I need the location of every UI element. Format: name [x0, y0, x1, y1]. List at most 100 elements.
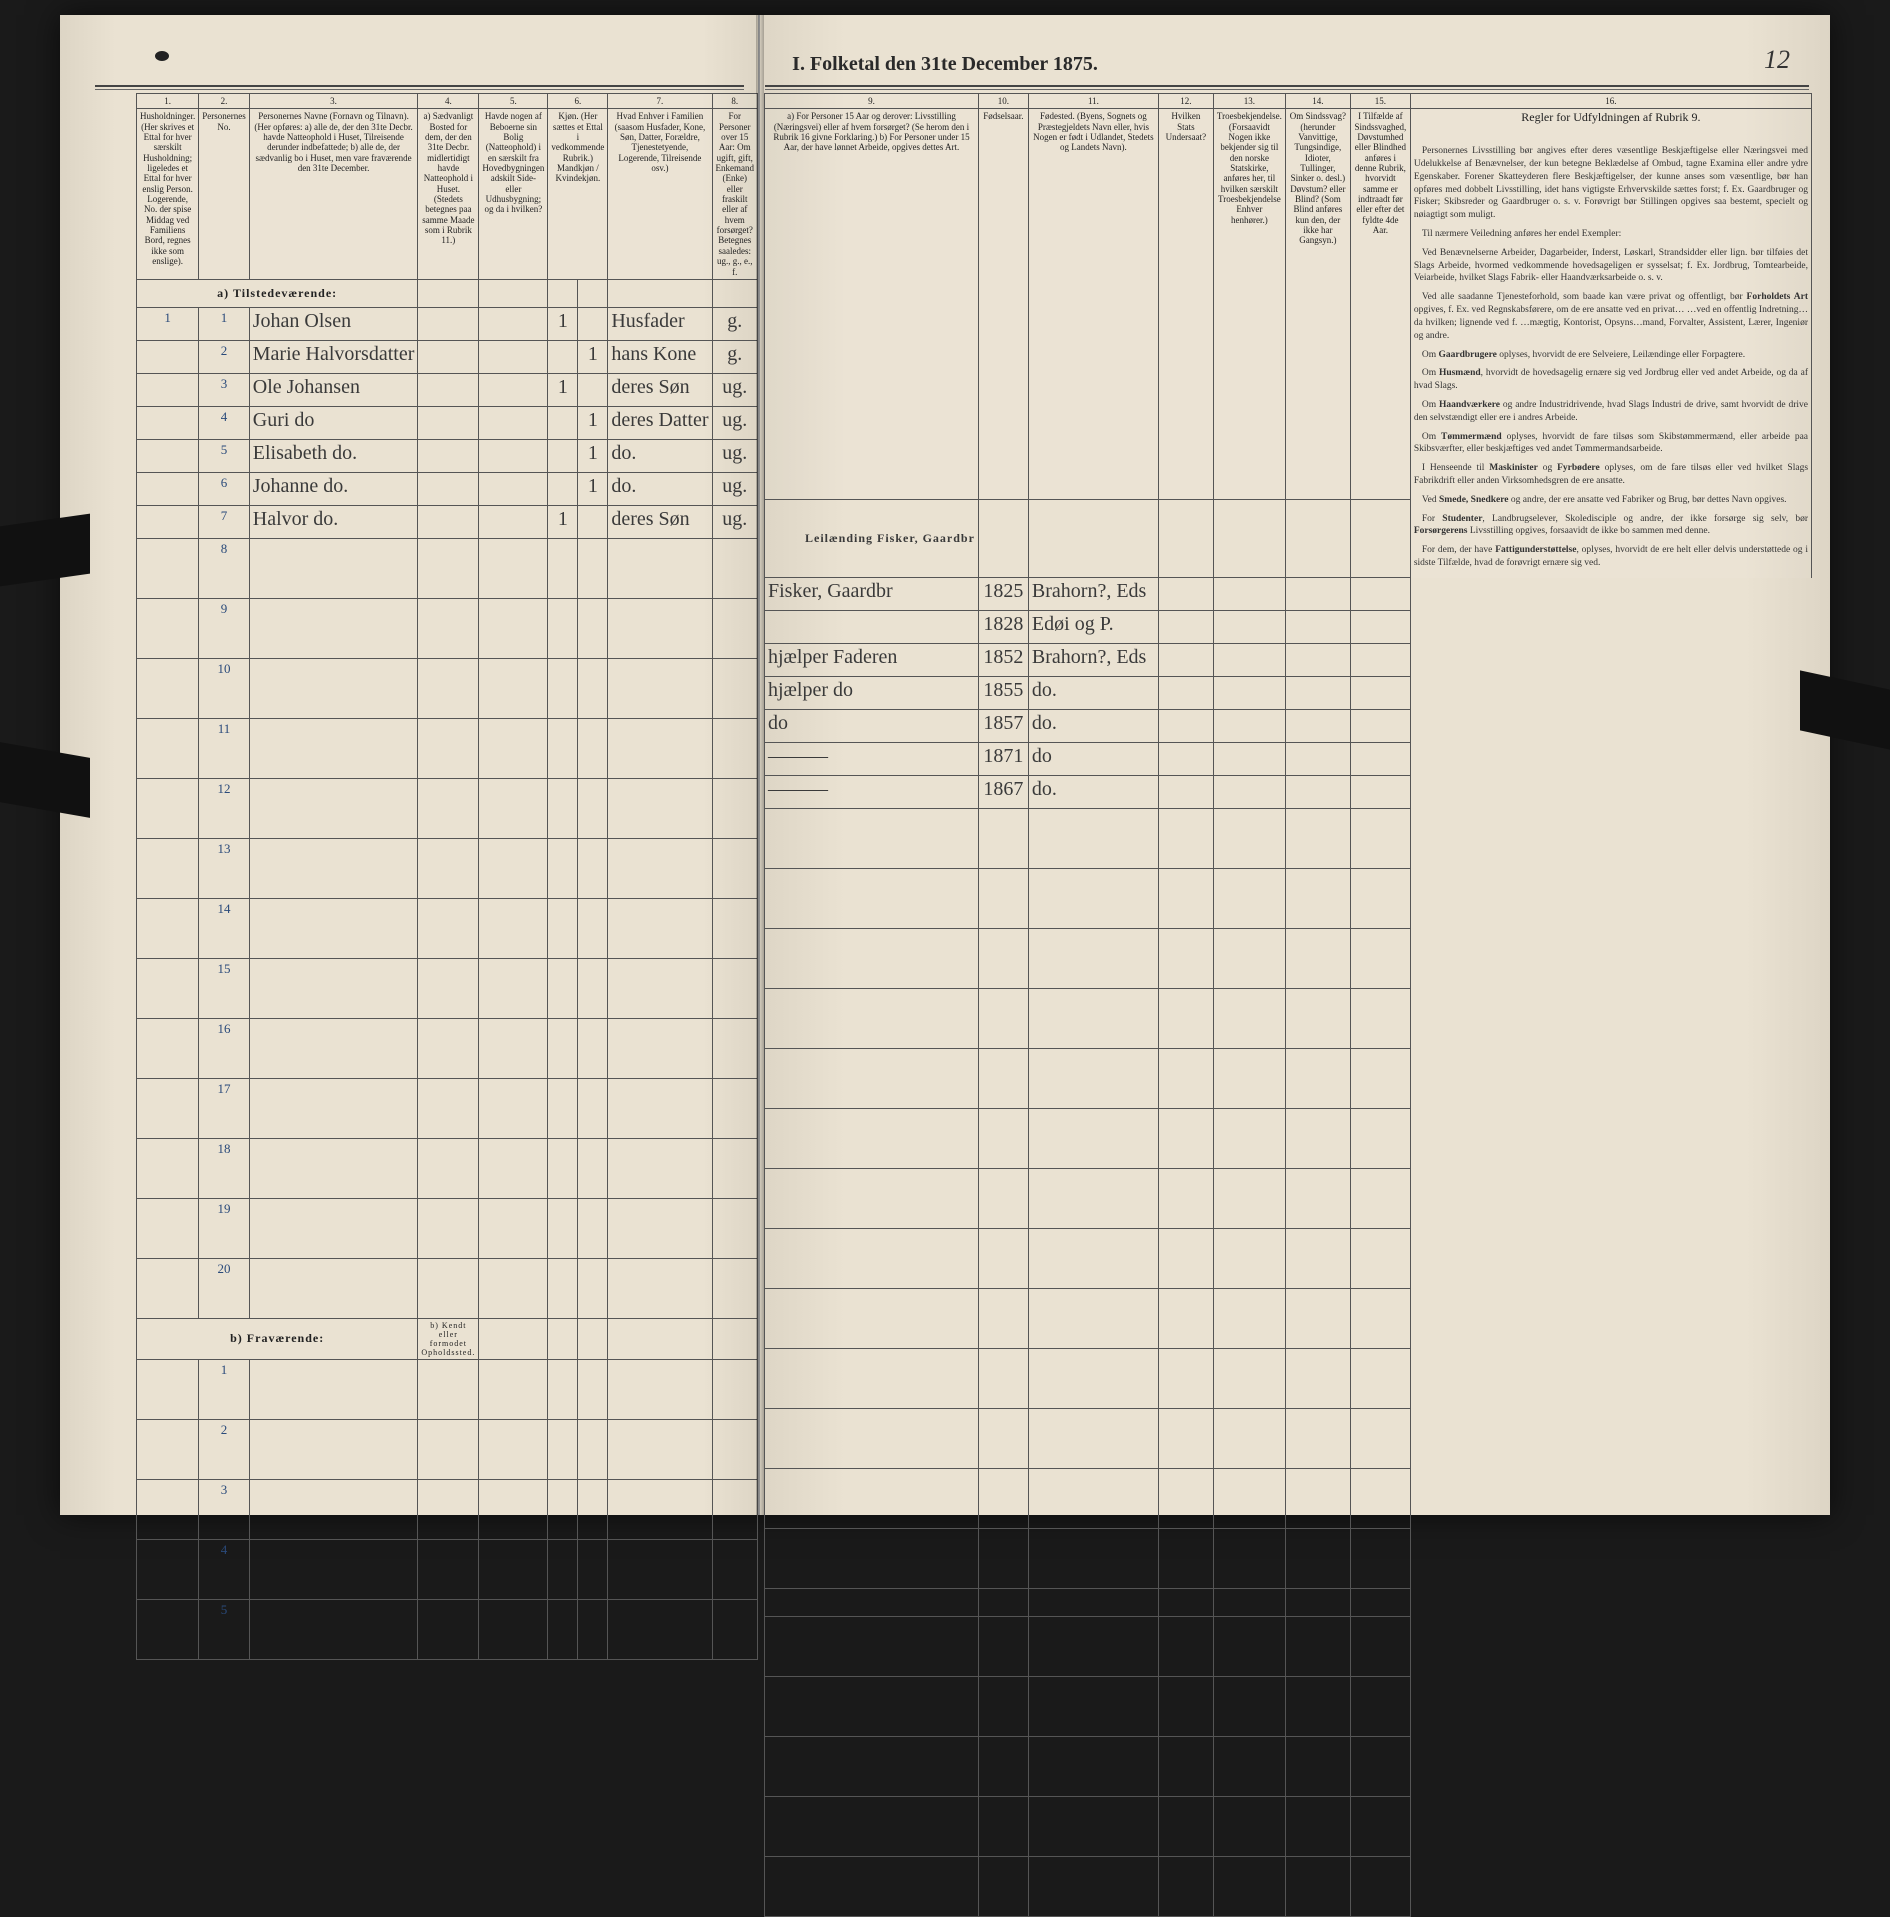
cell — [479, 718, 548, 778]
cell — [1213, 869, 1285, 929]
cell — [548, 718, 578, 778]
cell — [578, 1479, 608, 1539]
row-num — [137, 538, 199, 598]
cell — [1158, 1109, 1213, 1169]
cell — [548, 1018, 578, 1078]
birth-year: 1871 — [978, 743, 1028, 776]
rules-paragraph: Om Husmænd, hvorvidt de hovedsagelig ern… — [1414, 367, 1808, 393]
table-row: hjælper Faderen1852Brahorn?, Eds — [765, 644, 1812, 677]
person-name: Marie Halvorsdatter — [249, 340, 418, 373]
cell — [479, 439, 548, 472]
cell — [548, 1479, 578, 1539]
rules-paragraph: Om Tømmermænd oplyses, hvorvidt de fare … — [1414, 431, 1808, 457]
cell — [479, 1419, 548, 1479]
cell — [249, 778, 418, 838]
person-num: 7 — [199, 505, 250, 538]
cell — [608, 1479, 712, 1539]
cell — [548, 1078, 578, 1138]
role: deres Søn — [608, 373, 712, 406]
cell — [1213, 809, 1285, 869]
cell — [765, 1617, 979, 1677]
cell — [1028, 929, 1158, 989]
cell — [1285, 611, 1350, 644]
cell — [712, 538, 757, 598]
cell — [1350, 1737, 1410, 1797]
header-cell: I Tilfælde af Sindssvaghed, Døvstumhed e… — [1350, 109, 1410, 500]
cell — [1028, 1737, 1158, 1797]
col-num: 7. — [608, 94, 712, 109]
table-row: 4 — [137, 1539, 758, 1599]
section-label: b) Fraværende: — [137, 1318, 418, 1359]
cell — [249, 718, 418, 778]
cell — [1213, 1349, 1285, 1409]
table-row: 14 — [137, 898, 758, 958]
cell — [1213, 1049, 1285, 1109]
cell — [578, 658, 608, 718]
table-row: 10 — [137, 658, 758, 718]
sex-m: 1 — [548, 307, 578, 340]
row-num — [137, 1018, 199, 1078]
sex-m — [548, 406, 578, 439]
cell — [1350, 743, 1410, 776]
table-row: 9 — [137, 598, 758, 658]
cell — [418, 340, 479, 373]
sex-f: 1 — [578, 439, 608, 472]
cell — [712, 658, 757, 718]
person-name: Elisabeth do. — [249, 439, 418, 472]
rules-header: Regler for Udfyldningen af Rubrik 9. — [1414, 111, 1808, 125]
cell — [578, 778, 608, 838]
cell — [1350, 809, 1410, 869]
table-row: hjælper do1855do. — [765, 677, 1812, 710]
household-num — [137, 472, 199, 505]
cell — [978, 1469, 1028, 1529]
header-cell: Regler for Udfyldningen af Rubrik 9. Per… — [1410, 109, 1811, 578]
row-num: 3 — [199, 1479, 250, 1539]
cell — [608, 1419, 712, 1479]
table-row: 8 — [137, 538, 758, 598]
cell — [479, 1078, 548, 1138]
cell — [1285, 1169, 1350, 1229]
col-num: 4. — [418, 94, 479, 109]
cell — [712, 1479, 757, 1539]
cell — [1285, 1349, 1350, 1409]
cell — [978, 1409, 1028, 1469]
header-row: Husholdninger. (Her skrives et Ettal for… — [137, 109, 758, 280]
table-row: 11Johan Olsen1Husfaderg. — [137, 307, 758, 340]
rules-paragraph: For Studenter, Landbrugselever, Skoledis… — [1414, 513, 1808, 539]
row-num — [137, 718, 199, 778]
table-row: 11 — [137, 718, 758, 778]
cell — [765, 1797, 979, 1857]
cell — [1028, 1469, 1158, 1529]
row-num: 15 — [199, 958, 250, 1018]
cell — [548, 1198, 578, 1258]
cell — [479, 472, 548, 505]
cell — [1350, 578, 1410, 611]
table-row: 20 — [137, 1258, 758, 1318]
table-row — [765, 989, 1812, 1049]
role: deres Datter — [608, 406, 712, 439]
row-num: 10 — [199, 658, 250, 718]
table-row: 19 — [137, 1198, 758, 1258]
cell — [479, 1198, 548, 1258]
header-cell: Troesbekjendelse. (Forsaavidt Nogen ikke… — [1213, 109, 1285, 500]
cell — [479, 778, 548, 838]
cell — [479, 406, 548, 439]
table-row: 1828Edøi og P. — [765, 611, 1812, 644]
rules-paragraph: Ved alle saadanne Tjenesteforhold, som b… — [1414, 291, 1808, 342]
rules-paragraph: For dem, der have Fattigunderstøttelse, … — [1414, 544, 1808, 570]
cell — [712, 1258, 757, 1318]
cell — [418, 472, 479, 505]
cell — [479, 598, 548, 658]
col-num: 6. — [548, 94, 608, 109]
page-clip — [0, 514, 90, 587]
row-num — [137, 778, 199, 838]
cell — [1350, 1617, 1410, 1677]
cell — [1028, 1797, 1158, 1857]
cell — [479, 307, 548, 340]
cell — [1158, 710, 1213, 743]
table-row: 7Halvor do.1deres Sønug. — [137, 505, 758, 538]
cell — [1028, 1109, 1158, 1169]
cell — [1285, 1049, 1350, 1109]
occupation: ——— — [765, 776, 979, 809]
header-cell: For Personer over 15 Aar: Om ugift, gift… — [712, 109, 757, 280]
